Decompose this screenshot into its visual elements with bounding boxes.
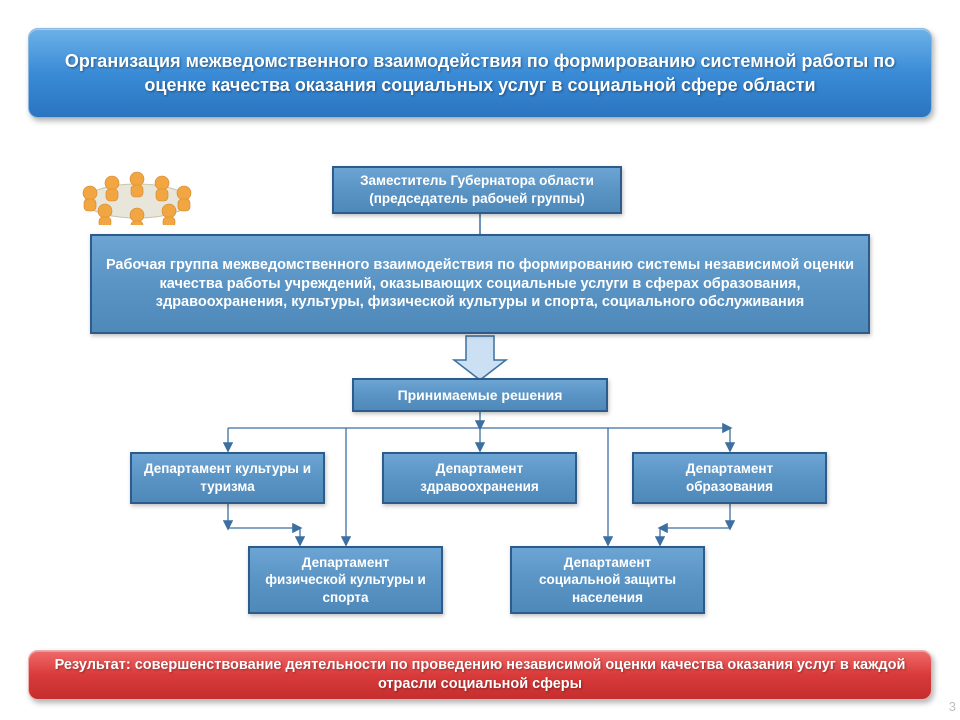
node-decisions-label: Принимаемые решения xyxy=(398,386,563,404)
node-dept-health: Департамент здравоохранения xyxy=(382,452,577,504)
node-decisions: Принимаемые решения xyxy=(352,378,608,412)
node-dept-culture: Департамент культуры и туризма xyxy=(130,452,325,504)
page-number: 3 xyxy=(949,699,956,714)
node-dept-sport: Департамент физической культуры и спорта xyxy=(248,546,443,614)
result-text: Результат: совершенствование деятельност… xyxy=(49,656,911,694)
result-bar: Результат: совершенствование деятельност… xyxy=(28,650,932,700)
node-workgroup-label: Рабочая группа межведомственного взаимод… xyxy=(102,256,858,313)
header-title: Организация межведомственного взаимодейс… xyxy=(57,49,903,98)
node-dept-education-label: Департамент образования xyxy=(644,460,815,495)
node-workgroup: Рабочая группа межведомственного взаимод… xyxy=(90,234,870,334)
meeting-roundtable-icon xyxy=(70,155,205,225)
node-deputy-governor: Заместитель Губернатора области (председ… xyxy=(332,166,622,214)
node-dept-health-label: Департамент здравоохранения xyxy=(394,460,565,495)
node-dept-social: Департамент социальной защиты населения xyxy=(510,546,705,614)
node-deputy-label: Заместитель Губернатора области (председ… xyxy=(344,172,610,207)
node-dept-sport-label: Департамент физической культуры и спорта xyxy=(260,554,431,607)
node-dept-education: Департамент образования xyxy=(632,452,827,504)
header-bar: Организация межведомственного взаимодейс… xyxy=(28,28,932,118)
node-dept-culture-label: Департамент культуры и туризма xyxy=(142,460,313,495)
node-dept-social-label: Департамент социальной защиты населения xyxy=(522,554,693,607)
